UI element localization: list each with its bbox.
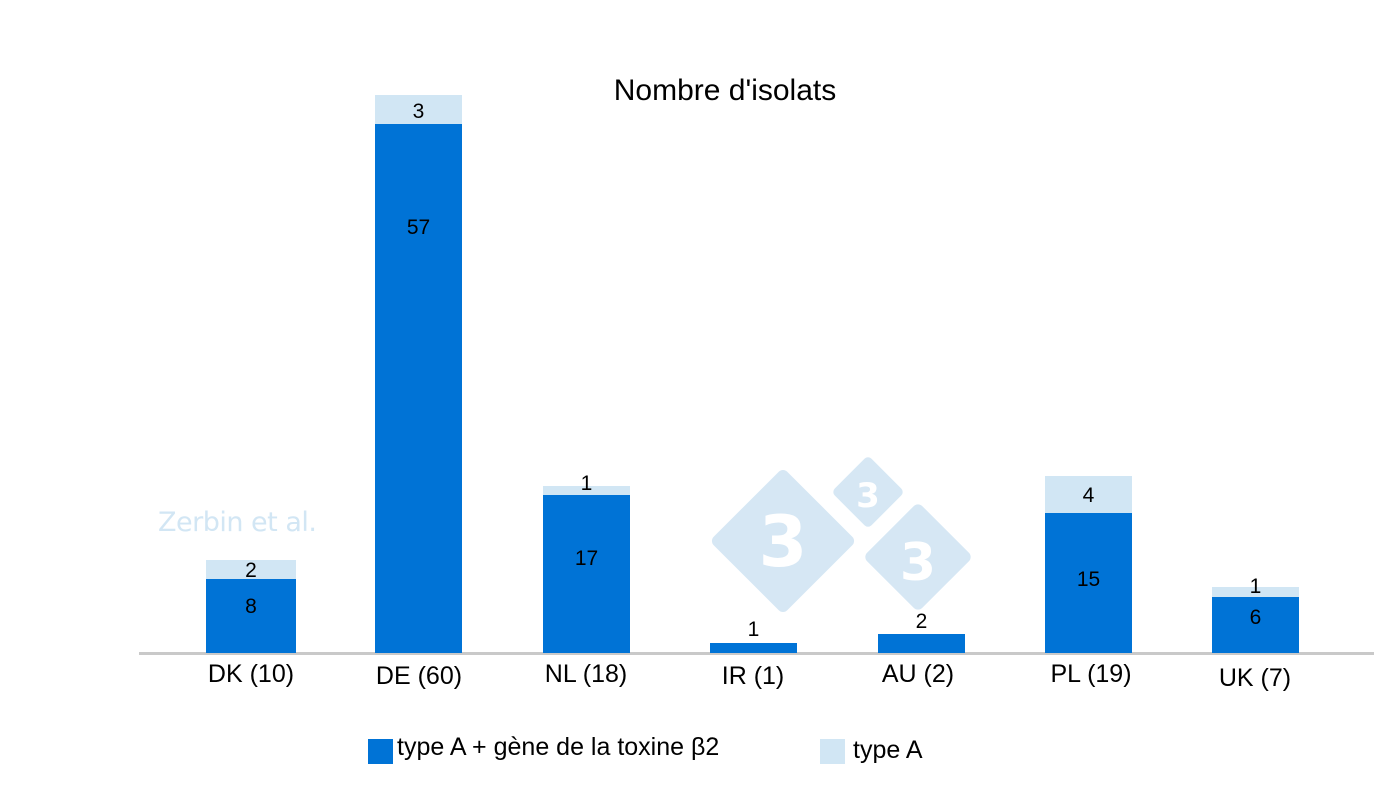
watermark-logo-icon: 3 3 3	[711, 457, 971, 613]
value-label: 3	[412, 100, 425, 123]
bar-segment-type-a-beta2	[1212, 597, 1299, 653]
bar-segment-type-a-beta2	[710, 643, 797, 653]
bar-segment-type-a	[1045, 476, 1132, 513]
x-tick-label: UK (7)	[1218, 664, 1292, 692]
bar-segment-type-a	[375, 95, 462, 124]
x-axis-line	[139, 652, 1374, 655]
bar-segment-type-a	[1212, 587, 1299, 597]
bar-de: 3 57	[375, 95, 462, 653]
bar-uk: 1 6	[1212, 576, 1299, 653]
svg-text:3: 3	[900, 533, 936, 593]
bar-segment-type-a-beta2	[375, 124, 462, 653]
x-tick-label: IR (1)	[721, 662, 785, 690]
x-tick-label: AU (2)	[881, 660, 955, 688]
value-label: 1	[1249, 575, 1262, 598]
value-label: 1	[747, 618, 760, 641]
bar-dk: 2 8	[206, 560, 296, 653]
x-tick-label: PL (19)	[1050, 660, 1132, 688]
bar-segment-type-a-beta2	[878, 634, 965, 653]
bar-nl: 1 17	[543, 473, 630, 653]
bar-segment-type-a	[543, 486, 630, 495]
value-label: 8	[245, 595, 257, 618]
value-label: 6	[1249, 606, 1262, 629]
bar-ir: 1	[710, 619, 797, 653]
value-label: 15	[1076, 568, 1101, 591]
value-label: 57	[406, 216, 431, 239]
bar-segment-type-a-beta2	[1045, 513, 1132, 653]
svg-text:3: 3	[856, 476, 880, 516]
value-label: 1	[580, 472, 593, 495]
value-label: 17	[574, 547, 599, 570]
x-tick-label: NL (18)	[544, 660, 628, 688]
bar-segment-type-a-beta2	[543, 495, 630, 653]
value-label: 4	[1082, 484, 1095, 507]
chart-title: Nombre d'isolats	[613, 74, 837, 107]
legend-swatch-type-a-beta2	[368, 739, 393, 764]
bar-pl: 4 15	[1045, 476, 1132, 653]
bar-au: 2	[878, 611, 965, 653]
legend-label-type-a-beta2: type A + gène de la toxine β2	[397, 733, 720, 761]
legend-swatch-type-a	[820, 739, 845, 764]
bar-segment-type-a-beta2	[206, 579, 296, 653]
svg-text:3: 3	[759, 501, 808, 583]
source-annotation: Zerbin et al.	[158, 507, 317, 538]
x-tick-label: DK (10)	[207, 660, 295, 688]
legend-label-type-a: type A	[853, 736, 923, 764]
value-label: 2	[915, 610, 928, 633]
value-label: 2	[245, 559, 257, 582]
x-tick-label: DE (60)	[375, 662, 463, 690]
bar-segment-type-a	[206, 560, 296, 579]
